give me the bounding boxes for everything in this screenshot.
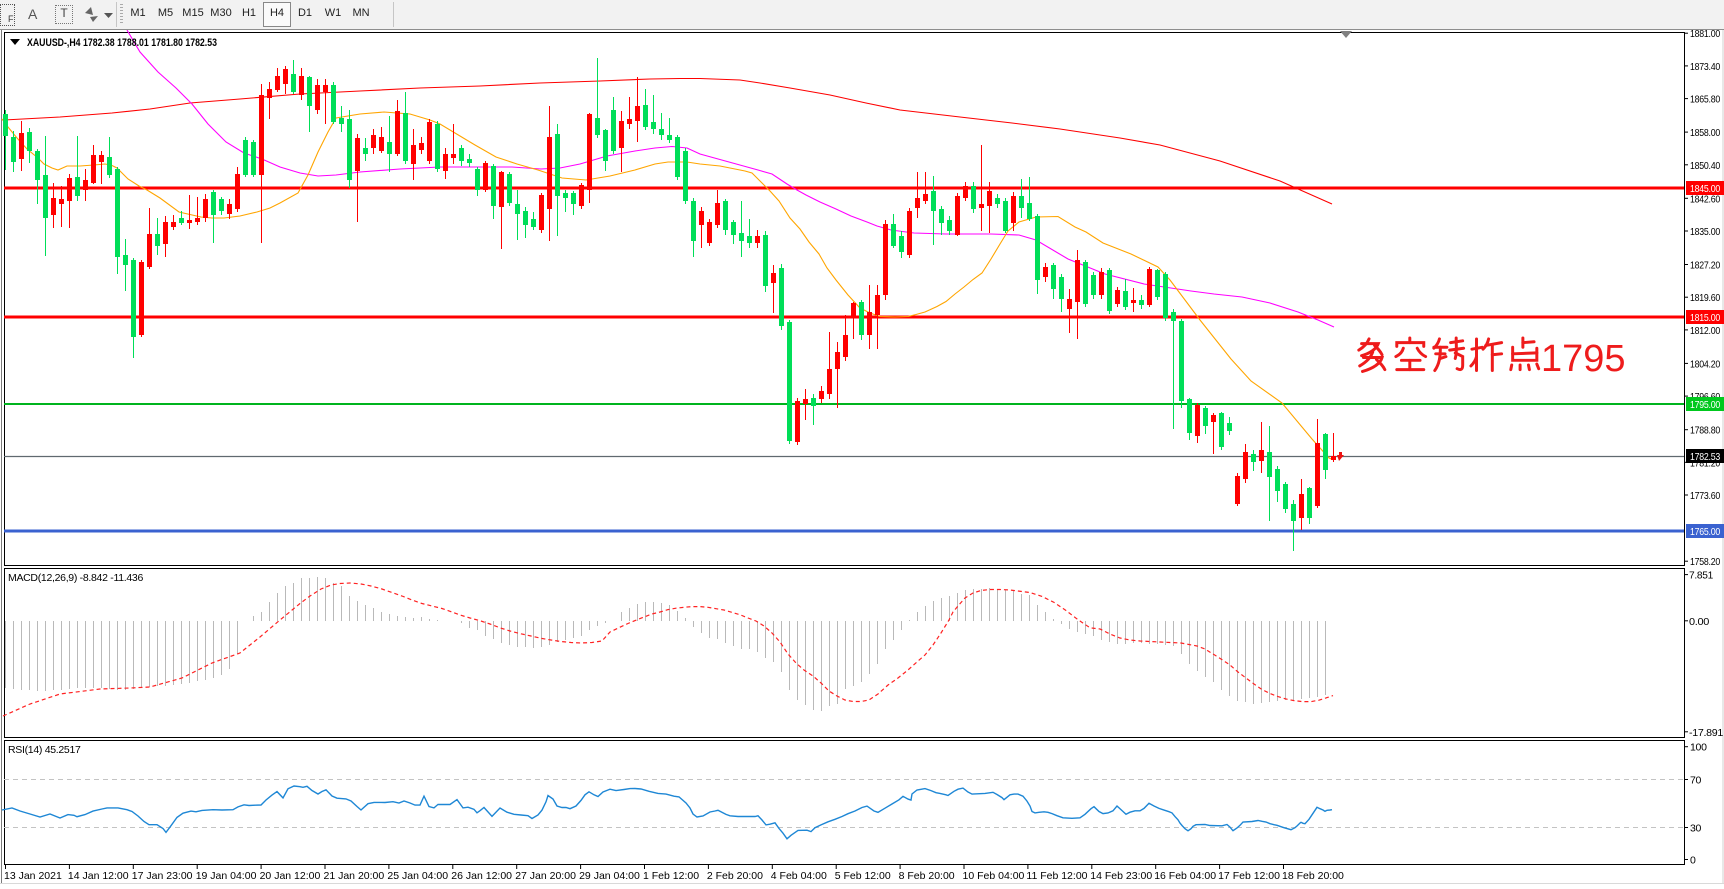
svg-text:1835.00: 1835.00 [1690, 226, 1720, 238]
svg-text:7.851: 7.851 [1689, 570, 1713, 582]
svg-text:1765.00: 1765.00 [1690, 526, 1720, 538]
svg-text:30: 30 [1690, 823, 1702, 835]
svg-text:10 Feb 04:00: 10 Feb 04:00 [963, 870, 1025, 882]
svg-text:14 Jan 12:00: 14 Jan 12:00 [68, 870, 129, 882]
svg-text:16 Feb 04:00: 16 Feb 04:00 [1154, 870, 1216, 882]
svg-text:-17.891: -17.891 [1689, 727, 1723, 739]
svg-text:1812.00: 1812.00 [1690, 325, 1720, 337]
svg-text:1819.60: 1819.60 [1690, 292, 1720, 304]
svg-text:14 Feb 23:00: 14 Feb 23:00 [1090, 870, 1152, 882]
svg-text:1782.53: 1782.53 [1690, 451, 1720, 463]
svg-text:1795: 1795 [1541, 338, 1626, 380]
svg-text:100: 100 [1690, 742, 1707, 754]
svg-text:1873.40: 1873.40 [1690, 61, 1720, 73]
svg-text:13 Jan 2021: 13 Jan 2021 [4, 870, 62, 882]
svg-text:1845.00: 1845.00 [1690, 183, 1720, 195]
svg-text:5 Feb 12:00: 5 Feb 12:00 [835, 870, 891, 882]
svg-text:1850.40: 1850.40 [1690, 160, 1720, 172]
svg-text:0.00: 0.00 [1689, 616, 1709, 628]
svg-text:18 Feb 20:00: 18 Feb 20:00 [1282, 870, 1344, 882]
svg-text:70: 70 [1690, 775, 1702, 787]
svg-text:27 Jan 20:00: 27 Jan 20:00 [515, 870, 576, 882]
svg-text:1 Feb 12:00: 1 Feb 12:00 [643, 870, 699, 882]
svg-text:20 Jan 12:00: 20 Jan 12:00 [260, 870, 321, 882]
svg-text:1758.20: 1758.20 [1690, 556, 1720, 568]
svg-text:1795.00: 1795.00 [1690, 399, 1720, 411]
svg-text:2 Feb 20:00: 2 Feb 20:00 [707, 870, 763, 882]
svg-text:8 Feb 20:00: 8 Feb 20:00 [899, 870, 955, 882]
svg-text:1773.60: 1773.60 [1690, 490, 1720, 502]
svg-text:RSI(14) 45.2517: RSI(14) 45.2517 [8, 744, 81, 756]
svg-text:1865.80: 1865.80 [1690, 94, 1720, 106]
svg-text:1881.00: 1881.00 [1690, 28, 1720, 40]
svg-text:1842.60: 1842.60 [1690, 193, 1720, 205]
svg-text:1804.20: 1804.20 [1690, 358, 1720, 370]
svg-text:21 Jan 20:00: 21 Jan 20:00 [324, 870, 385, 882]
svg-text:29 Jan 04:00: 29 Jan 04:00 [579, 870, 640, 882]
svg-text:XAUUSD-,H4 1782.38 1788.01 17: XAUUSD-,H4 1782.38 1788.01 1781.80 1782.… [27, 37, 217, 49]
svg-text:MACD(12,26,9) -8.842 -11.436: MACD(12,26,9) -8.842 -11.436 [8, 572, 143, 584]
svg-text:1858.00: 1858.00 [1690, 127, 1720, 139]
svg-text:17 Feb 12:00: 17 Feb 12:00 [1218, 870, 1280, 882]
svg-text:25 Jan 04:00: 25 Jan 04:00 [387, 870, 448, 882]
svg-text:1815.00: 1815.00 [1690, 312, 1720, 324]
svg-text:1827.20: 1827.20 [1690, 260, 1720, 272]
svg-text:19 Jan 04:00: 19 Jan 04:00 [196, 870, 257, 882]
svg-text:26 Jan 12:00: 26 Jan 12:00 [451, 870, 512, 882]
svg-text:0: 0 [1690, 855, 1696, 867]
svg-text:11 Feb 12:00: 11 Feb 12:00 [1026, 870, 1087, 882]
svg-text:4 Feb 04:00: 4 Feb 04:00 [771, 870, 827, 882]
svg-text:17 Jan 23:00: 17 Jan 23:00 [132, 870, 193, 882]
svg-text:1788.80: 1788.80 [1690, 425, 1720, 437]
